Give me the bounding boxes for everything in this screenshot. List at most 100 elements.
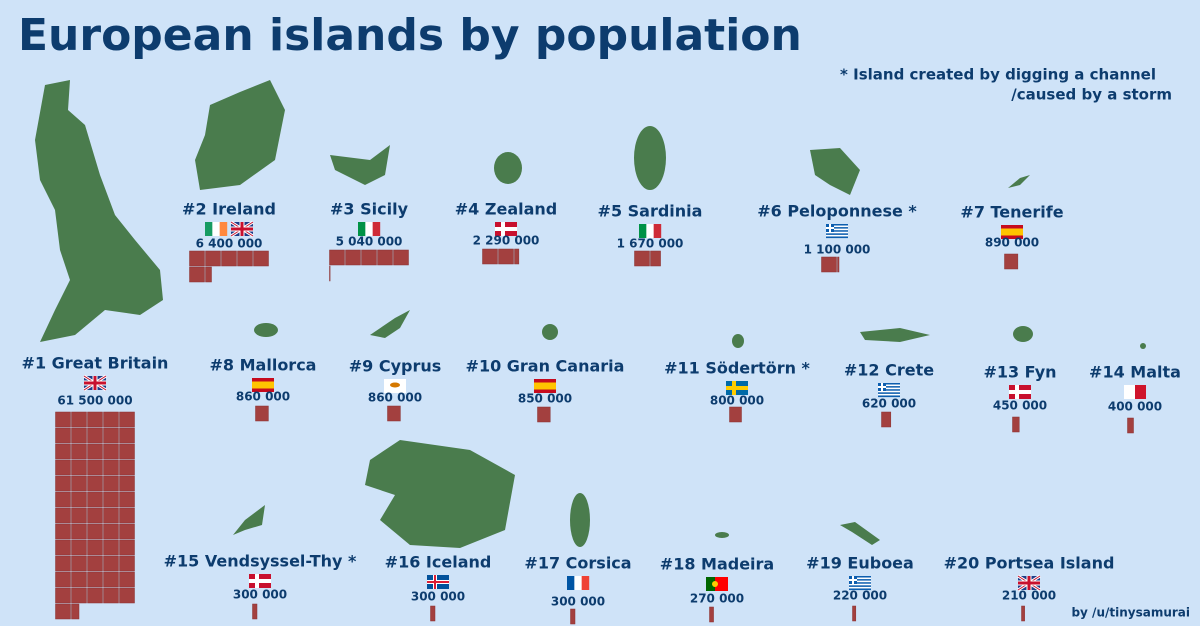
population-square	[55, 523, 71, 540]
flag-cross	[84, 381, 106, 385]
population-square	[87, 427, 103, 444]
population-square	[119, 427, 135, 444]
island	[195, 80, 285, 190]
flag-stripe	[358, 222, 366, 236]
population-square	[55, 507, 71, 524]
note: * Island created by digging a channel	[840, 66, 1156, 84]
island-name: #13 Fyn	[983, 363, 1056, 382]
flag-stripe	[878, 387, 900, 390]
flag-stripe	[646, 224, 654, 238]
island-name: #6 Peloponnese *	[757, 202, 917, 221]
flag	[230, 220, 254, 238]
flag-field	[706, 577, 715, 591]
island-name: #14 Malta	[1089, 363, 1181, 382]
flag-stripe	[849, 577, 871, 580]
island-name: #19 Euboea	[806, 554, 914, 573]
population-square	[55, 411, 71, 428]
population-square	[103, 507, 119, 524]
island	[1013, 326, 1033, 342]
population-label: 300 000	[233, 588, 287, 602]
title: European islands by population	[18, 10, 802, 61]
population-square	[87, 523, 103, 540]
population-square	[377, 249, 393, 266]
credit: by /u/tinysamurai	[1071, 606, 1190, 620]
population-square	[71, 491, 87, 508]
population-square	[189, 266, 205, 283]
population-square	[393, 249, 409, 266]
population-square	[252, 603, 258, 620]
population-square	[119, 523, 135, 540]
population-square	[71, 507, 87, 524]
flag	[1017, 574, 1041, 592]
population-label: 400 000	[1108, 400, 1162, 414]
flag-stripe	[849, 579, 871, 581]
island-name: #7 Tenerife	[960, 203, 1063, 222]
flag	[83, 374, 107, 392]
flag	[1124, 385, 1146, 399]
flag	[878, 383, 900, 398]
island-name: #1 Great Britain	[22, 354, 169, 373]
population-square	[103, 491, 119, 508]
population-square	[55, 427, 71, 444]
flag-stripe	[849, 588, 871, 591]
population-label: 1 670 000	[617, 237, 684, 251]
island-name: #5 Sardinia	[598, 202, 703, 221]
population-square	[514, 248, 520, 265]
population-square	[71, 459, 87, 476]
island	[365, 440, 515, 548]
flag-stripe	[826, 231, 848, 234]
island	[370, 310, 410, 338]
flag-stripe	[849, 583, 871, 586]
flag-cross	[849, 579, 857, 581]
population-square	[221, 250, 237, 267]
flag-cross	[231, 227, 253, 231]
flag	[706, 577, 728, 591]
flag-stripe	[878, 383, 900, 385]
flag	[427, 575, 449, 589]
population-square	[329, 265, 331, 282]
population-square	[498, 248, 514, 265]
flag	[726, 381, 748, 395]
population-square	[119, 475, 135, 492]
population-square	[71, 523, 87, 540]
island	[233, 505, 265, 535]
flag	[252, 378, 274, 392]
island	[494, 152, 522, 184]
population-label: 5 040 000	[336, 235, 403, 249]
flag-stripe	[567, 576, 575, 590]
population-square	[1127, 417, 1134, 434]
island-name: #20 Portsea Island	[944, 554, 1115, 573]
flag	[849, 576, 871, 591]
flag	[358, 222, 381, 236]
flag-stripe	[219, 222, 228, 236]
population-square	[430, 605, 436, 622]
island-name: #4 Zealand	[455, 200, 557, 219]
population-square	[87, 571, 103, 588]
flag-stripe	[878, 386, 900, 388]
population-square	[387, 405, 401, 422]
population-square	[55, 491, 71, 508]
flag-cross	[249, 579, 271, 583]
flag	[1009, 385, 1031, 399]
population-square	[837, 256, 840, 273]
flag-stripe	[365, 222, 373, 236]
island	[840, 522, 880, 545]
flag-stripe	[826, 228, 848, 231]
population-square	[71, 555, 87, 572]
flag-stripe	[826, 225, 848, 228]
island-name: #18 Madeira	[660, 555, 774, 574]
population-square	[103, 587, 119, 604]
population-square	[87, 507, 103, 524]
population-label: 300 000	[551, 595, 605, 609]
island	[715, 532, 729, 538]
island	[732, 334, 744, 348]
flag	[384, 379, 406, 393]
flag-field	[1124, 385, 1135, 399]
population-square	[634, 250, 650, 267]
flag	[534, 379, 556, 393]
flag-stripe	[878, 384, 900, 387]
flag-cross	[826, 227, 834, 229]
population-square	[55, 459, 71, 476]
population-square	[103, 523, 119, 540]
